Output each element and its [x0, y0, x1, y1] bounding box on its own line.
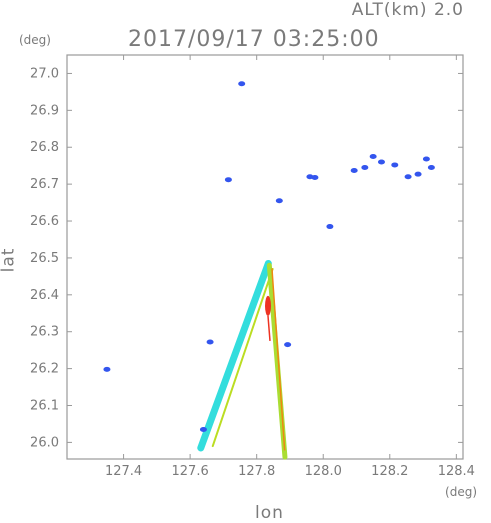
core-echo [264, 295, 271, 341]
echo-cell [350, 167, 358, 173]
x-ticks: 127.4 127.6 127.8 128.0 128.2 128.4 [105, 55, 475, 479]
echo-cell [199, 426, 207, 432]
y-tick-label: 26.1 [30, 399, 59, 414]
echo-cell [414, 171, 422, 177]
echo-cell [326, 224, 334, 230]
y-tick-label: 26.4 [30, 288, 59, 303]
x-tick-label: 128.0 [305, 464, 342, 479]
core-echo-trail [267, 315, 271, 341]
y-tick-label: 26.2 [30, 362, 59, 377]
echo-cell [427, 165, 435, 171]
echo-cell [103, 366, 111, 372]
echo-cell [224, 177, 232, 183]
y-tick-label: 26.5 [30, 251, 59, 266]
echo-cell [275, 198, 283, 204]
chart-title: 2017/09/17 03:25:00 [128, 27, 380, 52]
echo-cell [284, 342, 292, 348]
plot-frame [66, 54, 464, 460]
echo-cell [377, 159, 385, 165]
echo-band [271, 268, 286, 451]
x-axis-label: lon [255, 503, 284, 523]
echo-cell [391, 162, 399, 168]
y-tick-label: 26.9 [30, 103, 59, 118]
x-tick-label: 128.2 [371, 464, 408, 479]
echo-cell [361, 165, 369, 171]
echo-bands [197, 259, 288, 460]
y-tick-label: 27.0 [30, 66, 59, 81]
echo-cells [103, 81, 435, 432]
echo-cell [238, 81, 246, 87]
y-axis-unit: (deg) [19, 33, 51, 47]
x-axis-unit: (deg) [445, 485, 477, 499]
echo-band [197, 259, 272, 452]
echo-cell [206, 339, 214, 345]
y-tick-label: 26.7 [30, 177, 59, 192]
y-ticks: 26.0 26.1 26.2 26.3 26.4 26.5 26.6 26.7 26.8 26.9… [30, 66, 463, 450]
y-tick-label: 26.8 [30, 140, 59, 155]
y-tick-label: 26.6 [30, 214, 59, 229]
x-tick-label: 128.4 [438, 464, 475, 479]
echo-cell [422, 156, 430, 162]
y-tick-label: 26.3 [30, 325, 59, 340]
core-echo-cell [264, 295, 271, 316]
x-tick-label: 127.4 [105, 464, 142, 479]
echo-cell [404, 174, 412, 180]
x-tick-label: 127.6 [172, 464, 209, 479]
echo-cell [369, 153, 377, 159]
echo-band [211, 267, 274, 448]
echo-cell [311, 174, 319, 180]
x-tick-label: 127.8 [238, 464, 275, 479]
altitude-label: ALT(km) 2.0 [351, 0, 464, 20]
y-tick-label: 26.0 [30, 435, 59, 450]
